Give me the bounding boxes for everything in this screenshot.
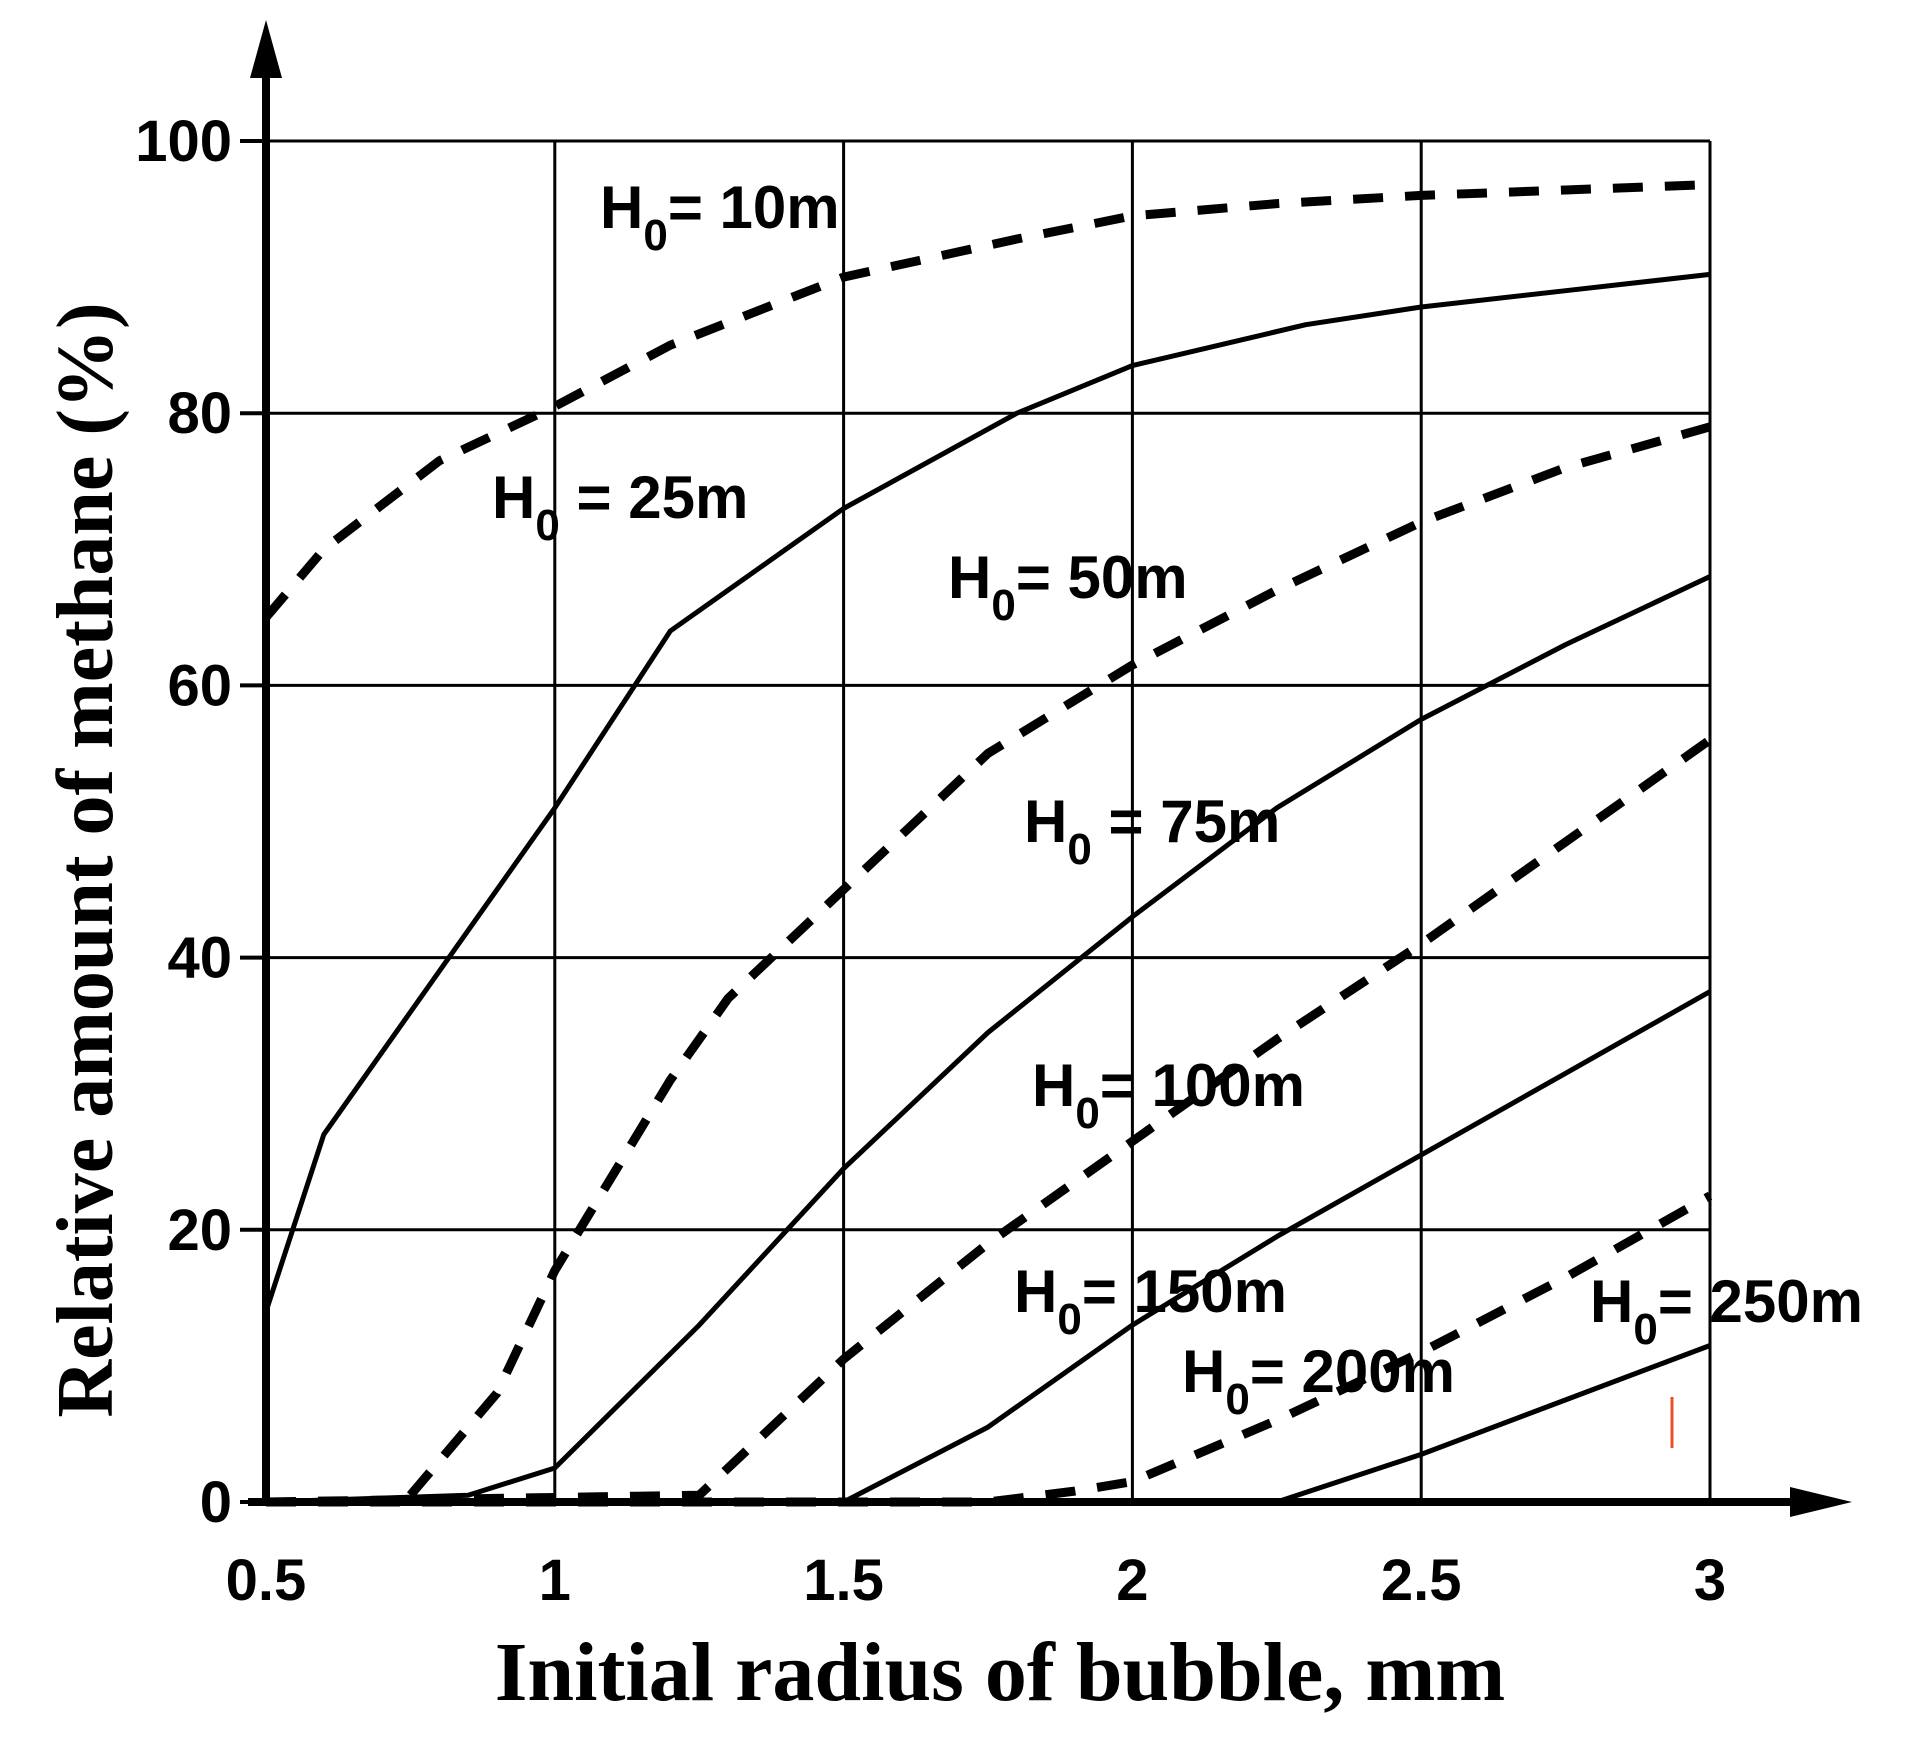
- y-tick-label-0: 0: [200, 1470, 232, 1535]
- series-line-1: [263, 271, 1711, 1313]
- series-line-5: [266, 989, 1712, 1505]
- series-label-2: H0= 50m: [948, 544, 1188, 630]
- series-line-2: [406, 422, 1712, 1499]
- series-line-3: [265, 574, 1712, 1505]
- x-tick-label-4: 2.5: [1381, 1548, 1462, 1613]
- x-tick-label-5: 3: [1694, 1548, 1726, 1613]
- y-tick-label-3: 60: [167, 653, 232, 718]
- series-label-0: H0= 10m: [600, 174, 840, 260]
- x-tick-label-0: 0.5: [226, 1548, 307, 1613]
- series-lines: [262, 180, 1713, 1507]
- series-label-7: H0= 250m: [1590, 1268, 1863, 1354]
- series-label-6: H0= 200m: [1182, 1338, 1455, 1424]
- series-label-4: H0= 100m: [1032, 1052, 1305, 1138]
- y-tick-label-2: 40: [167, 926, 232, 991]
- y-axis-arrow: [250, 20, 282, 78]
- x-axis-label: Initial radius of bubble, mm: [495, 1626, 1506, 1719]
- series-line-6: [266, 1191, 1713, 1507]
- series-label-1: H0 = 25m: [492, 464, 748, 550]
- x-tick-label-1: 1: [539, 1548, 571, 1613]
- series-line-7: [266, 1343, 1711, 1505]
- series-label-5: H0= 150m: [1014, 1258, 1287, 1344]
- x-axis-arrow: [1790, 1487, 1852, 1517]
- x-tick-label-3: 2: [1116, 1548, 1148, 1613]
- series-line-4: [265, 736, 1713, 1507]
- series-label-3: H0 = 75m: [1024, 788, 1280, 874]
- y-tick-label-4: 80: [167, 381, 232, 446]
- y-tick-label-1: 20: [167, 1198, 232, 1263]
- x-tick-label-2: 1.5: [803, 1548, 884, 1613]
- series-line-0: [262, 180, 1711, 621]
- tick-labels: 0.5 1 1.5 2 2.5 3 0 20 40 60 80 100: [135, 109, 1726, 1613]
- grid-lines: [264, 139, 1712, 1504]
- y-axis-label: Relative amount of methane (%): [42, 302, 130, 1417]
- series-labels: H0= 10m H0 = 25m H0= 50m H0 = 75m H0= 100m H0…: [492, 174, 1863, 1424]
- y-tick-label-5: 100: [135, 109, 232, 174]
